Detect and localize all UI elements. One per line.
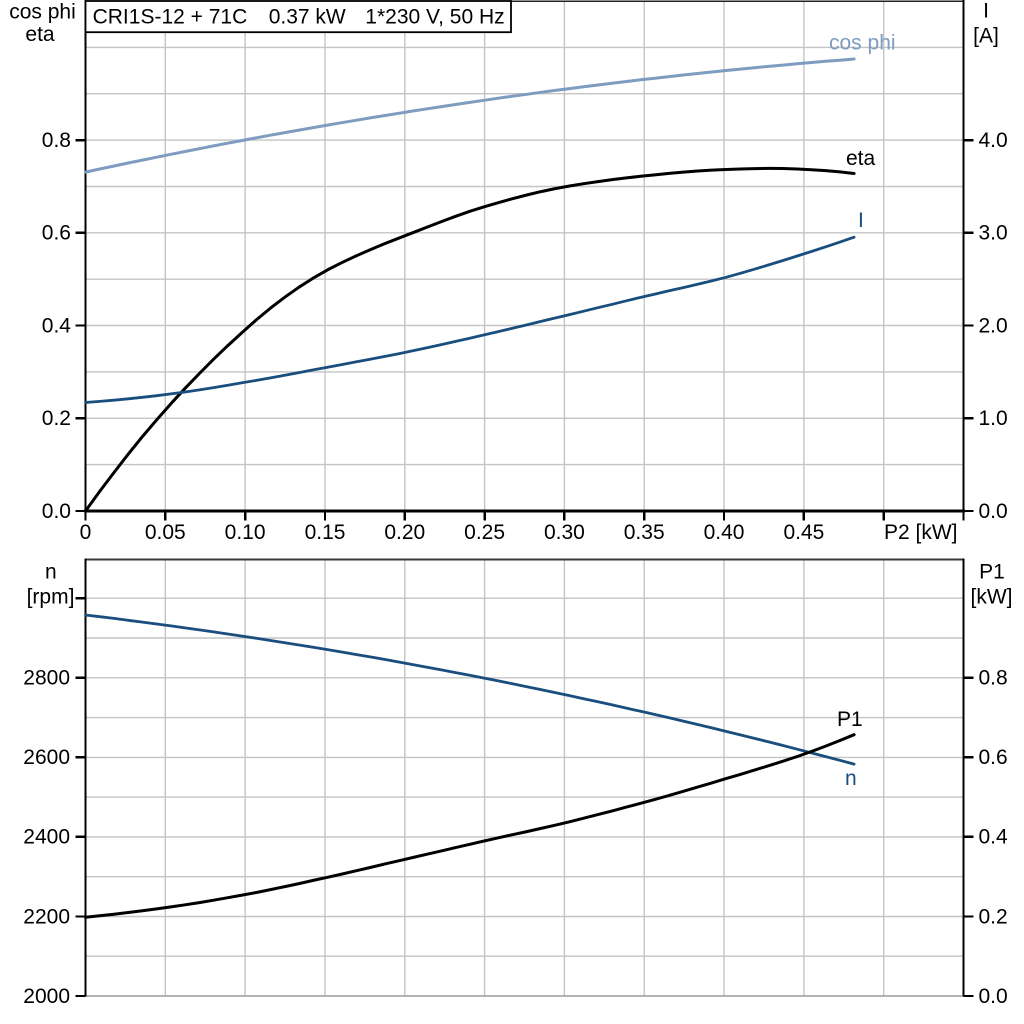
svg-text:1*230 V, 50 Hz: 1*230 V, 50 Hz (365, 6, 504, 29)
svg-text:0: 0 (80, 521, 92, 544)
svg-text:cos phi: cos phi (9, 1, 76, 24)
svg-text:I: I (983, 0, 989, 23)
svg-text:1.0: 1.0 (979, 407, 1008, 430)
svg-text:0.4: 0.4 (979, 826, 1009, 849)
svg-text:0.40: 0.40 (704, 521, 745, 544)
svg-text:2000: 2000 (23, 985, 70, 1008)
svg-text:3.0: 3.0 (979, 222, 1008, 245)
svg-text:0.05: 0.05 (145, 521, 186, 544)
svg-text:0.30: 0.30 (544, 521, 585, 544)
svg-text:0.8: 0.8 (42, 129, 71, 152)
svg-text:0.8: 0.8 (979, 667, 1008, 690)
svg-text:0.6: 0.6 (42, 222, 71, 245)
svg-text:P1: P1 (837, 708, 863, 731)
svg-text:2200: 2200 (23, 905, 70, 928)
svg-text:0.2: 0.2 (979, 905, 1008, 928)
svg-text:[A]: [A] (973, 25, 999, 48)
svg-text:I: I (858, 209, 864, 232)
svg-text:0.0: 0.0 (42, 500, 71, 523)
svg-text:2800: 2800 (23, 667, 70, 690)
svg-text:0.37 kW: 0.37 kW (269, 6, 346, 29)
svg-text:eta: eta (25, 23, 55, 46)
svg-text:0.0: 0.0 (979, 985, 1008, 1008)
svg-text:0.15: 0.15 (305, 521, 346, 544)
svg-text:0.10: 0.10 (225, 521, 266, 544)
svg-text:0.35: 0.35 (624, 521, 665, 544)
svg-text:P2 [kW]: P2 [kW] (884, 521, 958, 544)
svg-text:0.2: 0.2 (42, 407, 71, 430)
svg-text:2.0: 2.0 (979, 314, 1008, 337)
svg-text:[kW]: [kW] (971, 586, 1013, 609)
svg-text:4.0: 4.0 (979, 129, 1008, 152)
svg-text:n: n (45, 561, 57, 584)
svg-text:[rpm]: [rpm] (27, 586, 75, 609)
svg-text:P1: P1 (979, 561, 1005, 584)
svg-text:0.0: 0.0 (979, 500, 1008, 523)
svg-text:0.20: 0.20 (384, 521, 425, 544)
svg-text:n: n (845, 767, 857, 790)
svg-text:0.45: 0.45 (783, 521, 824, 544)
svg-text:0.6: 0.6 (979, 746, 1008, 769)
svg-text:CRI1S-12 + 71C: CRI1S-12 + 71C (93, 6, 248, 29)
svg-text:2400: 2400 (23, 826, 70, 849)
svg-text:cos phi: cos phi (829, 32, 896, 55)
svg-text:0.4: 0.4 (42, 314, 72, 337)
svg-text:0.25: 0.25 (464, 521, 505, 544)
svg-text:2600: 2600 (23, 746, 70, 769)
svg-text:eta: eta (846, 147, 876, 170)
